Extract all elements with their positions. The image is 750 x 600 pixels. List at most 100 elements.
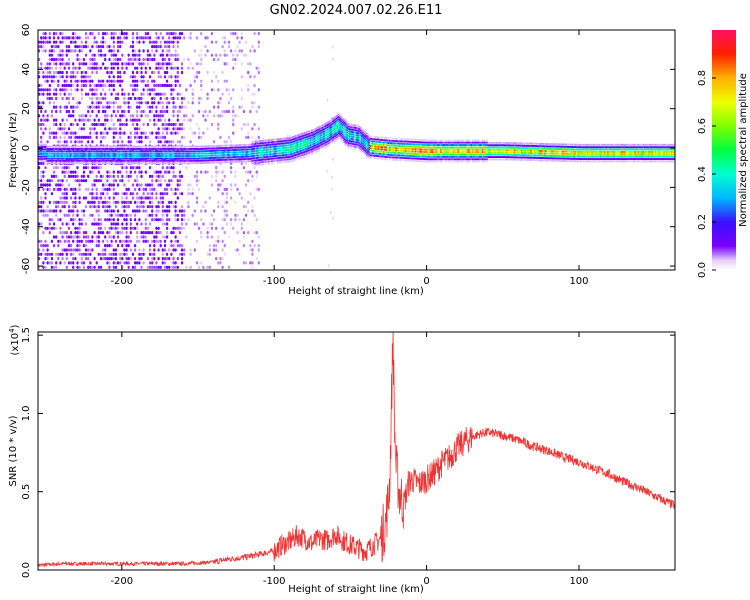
heatmap-cell: [173, 162, 175, 165]
heatmap-cell: [258, 144, 261, 147]
heatmap-cell: [97, 79, 100, 83]
heatmap-cell: [179, 150, 181, 153]
heatmap-cell: [141, 145, 144, 148]
heatmap-cell: [153, 70, 156, 75]
heatmap-cell: [131, 150, 134, 153]
heatmap-cell: [159, 53, 162, 57]
heatmap-cell: [190, 162, 192, 165]
heatmap-cell: [236, 45, 239, 49]
heatmap-cell: [52, 152, 55, 155]
heatmap-cell: [99, 257, 103, 261]
heatmap-cell: [172, 32, 175, 36]
heatmap-cell: [180, 226, 184, 230]
heatmap-cell: [50, 145, 52, 148]
heatmap-cell: [112, 36, 115, 40]
heatmap-cell: [352, 126, 355, 129]
heatmap-cell: [336, 119, 339, 122]
heatmap-cell: [50, 150, 52, 153]
heatmap-cell: [97, 222, 100, 226]
heatmap-cell: [50, 179, 53, 183]
heatmap-cell: [176, 53, 179, 57]
heatmap-cell: [267, 155, 269, 158]
heatmap-cell: [91, 205, 94, 209]
heatmap-cell: [87, 140, 90, 144]
heatmap-cell: [259, 154, 262, 157]
heatmap-cell: [356, 136, 358, 139]
heatmap-cell: [172, 127, 175, 131]
heatmap-cell: [307, 149, 309, 152]
heatmap-cell: [127, 53, 130, 57]
heatmap-cell: [134, 159, 136, 162]
heatmap-cell: [59, 162, 62, 165]
heatmap-cell: [313, 138, 316, 140]
heatmap-cell: [106, 183, 109, 187]
heatmap-cell: [106, 118, 109, 122]
heatmap-cell: [95, 66, 98, 70]
heatmap-cell: [206, 170, 209, 174]
heatmap-cell: [55, 265, 58, 269]
heatmap-cell: [46, 140, 49, 144]
heatmap-cell: [125, 155, 128, 157]
heatmap-cell: [336, 121, 339, 124]
heatmap-cell: [306, 143, 308, 145]
heatmap-cell: [55, 205, 58, 209]
heatmap-cell: [139, 152, 141, 155]
heatmap-cell: [59, 200, 62, 204]
heatmap-cell: [370, 135, 373, 138]
heatmap-cell: [272, 153, 274, 155]
heatmap-cell: [135, 159, 138, 162]
heatmap-cell: [112, 174, 115, 178]
heatmap-cell: [106, 159, 108, 162]
heatmap-cell: [298, 150, 301, 153]
heatmap-cell: [148, 196, 152, 200]
heatmap-cell: [128, 159, 130, 162]
heatmap-cell: [78, 218, 81, 222]
heatmap-cell: [329, 211, 332, 214]
heatmap-cell: [177, 162, 179, 165]
heatmap-cell: [40, 239, 43, 243]
heatmap-cell: [142, 122, 145, 127]
heatmap-cell: [251, 261, 254, 265]
heatmap-cell: [153, 145, 156, 148]
heatmap-cell: [112, 252, 115, 256]
heatmap-cell: [170, 265, 173, 269]
heatmap-cell: [242, 261, 245, 265]
heatmap-cell: [106, 200, 109, 204]
heatmap-cell: [359, 141, 362, 143]
heatmap-cell: [221, 265, 224, 269]
heatmap-cell: [337, 125, 340, 128]
heatmap-cell: [94, 159, 96, 162]
heatmap-cell: [159, 192, 162, 196]
heatmap-cell: [169, 155, 172, 157]
heatmap-cell: [280, 159, 283, 162]
heatmap-cell: [255, 140, 257, 143]
heatmap-cell: [56, 152, 58, 155]
heatmap-cell: [267, 146, 269, 149]
heatmap-cell: [131, 162, 134, 165]
heatmap-cell: [157, 257, 160, 261]
heatmap-cell: [252, 155, 255, 157]
heatmap-cell: [131, 36, 135, 40]
heatmap-cell: [144, 196, 147, 200]
heatmap-cell: [195, 148, 197, 150]
heatmap-cell: [99, 218, 103, 222]
heatmap-cell: [210, 174, 213, 178]
heatmap-cell: [255, 157, 257, 159]
heatmap-cell: [119, 159, 122, 162]
heatmap-cell: [166, 226, 169, 230]
heatmap-cell: [110, 79, 113, 83]
heatmap-cell: [76, 53, 79, 57]
heatmap-cell: [131, 70, 135, 75]
heatmap-cell: [229, 146, 231, 149]
heatmap-cell: [215, 170, 218, 174]
heatmap-cell: [303, 146, 306, 149]
heatmap-cell: [233, 158, 235, 161]
heatmap-cell: [103, 159, 106, 162]
heatmap-cell: [170, 152, 173, 155]
heatmap-cell: [119, 261, 122, 265]
heatmap-cell: [95, 205, 98, 209]
heatmap-cell: [89, 157, 91, 160]
heatmap-cell: [144, 159, 146, 162]
heatmap-cell: [177, 155, 179, 157]
heatmap-cell: [258, 154, 261, 157]
